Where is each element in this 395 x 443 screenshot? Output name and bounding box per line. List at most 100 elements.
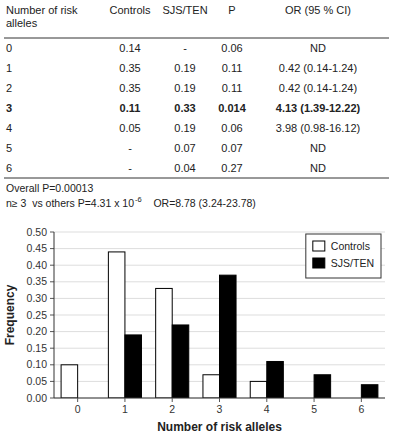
- table-cell: 0.35: [119, 82, 140, 94]
- bar: [361, 385, 378, 398]
- table-cell: ND: [310, 42, 326, 54]
- table-cell: 0.14: [119, 42, 140, 54]
- table-header-line: OR (95 % CI): [285, 4, 351, 16]
- table-cell: 0.11: [222, 82, 243, 94]
- y-tick-label: 0.50: [27, 226, 48, 238]
- legend-label: Controls: [331, 240, 370, 252]
- table-cell: 3.98 (0.98-16.12): [276, 122, 360, 134]
- table-cell: 0.04: [174, 162, 195, 174]
- table: Number of riskallelesControlsSJS/TENPOR …: [4, 4, 389, 209]
- table-cell: 4.13 (1.39-12.22): [276, 102, 361, 114]
- table-header-line: SJS/TEN: [162, 4, 207, 16]
- footnote: OR=8.78 (3.24-23.78): [142, 197, 256, 209]
- x-tick: [172, 398, 173, 402]
- bar: [125, 335, 142, 398]
- figure: Number of riskalleles Controls SJS/TEN P OR …: [0, 0, 395, 443]
- table-cell: 0.19: [174, 122, 195, 134]
- bar: [314, 375, 331, 398]
- y-tick-label: 0.30: [27, 292, 48, 304]
- x-tick: [124, 398, 125, 402]
- y-tick: [50, 315, 54, 316]
- footnote: n≥ 3 vs others P=4.31 x 10: [6, 197, 134, 209]
- y-tick: [50, 298, 54, 299]
- bar: [108, 252, 125, 398]
- x-tick-label: 4: [264, 403, 270, 415]
- table-cell: 6: [6, 162, 12, 174]
- y-axis-label: Frequency: [3, 284, 17, 345]
- x-tick: [77, 398, 78, 402]
- table-cell: 0.06: [221, 42, 242, 54]
- table-cell: 0.19: [174, 62, 195, 74]
- legend-swatch: [313, 258, 325, 268]
- x-tick-label: 2: [169, 403, 175, 415]
- table-header: SJS/TEN: [162, 4, 207, 16]
- table-rule: [4, 178, 389, 179]
- table-cell: -: [128, 162, 132, 174]
- y-tick-label: 0.35: [27, 275, 48, 287]
- background: [0, 0, 395, 443]
- x-tick: [266, 398, 267, 402]
- legend-label: SJS/TEN: [331, 257, 374, 269]
- table-cell: 0.07: [221, 142, 242, 154]
- x-tick-label: 5: [311, 403, 317, 415]
- y-tick-label: 0.45: [27, 242, 48, 254]
- table-header-line: Number of risk: [6, 4, 78, 16]
- grid-line: [54, 232, 385, 233]
- table-header: OR (95 % CI): [285, 4, 351, 16]
- table-cell: 2: [6, 82, 12, 94]
- bar: [267, 361, 284, 398]
- y-tick-label: 0.25: [27, 309, 48, 321]
- table-cell: 0.27: [221, 162, 242, 174]
- y-tick: [50, 281, 54, 282]
- table-cell: 0.11: [222, 62, 243, 74]
- table-cell: 0.11: [120, 102, 141, 114]
- x-tick: [219, 398, 220, 402]
- x-tick-label: 6: [358, 403, 364, 415]
- x-tick: [314, 398, 315, 402]
- table-header-line: alleles: [6, 17, 38, 29]
- table-cell: 0.42 (0.14-1.24): [279, 82, 357, 94]
- table-cell: 0.014: [218, 102, 246, 114]
- x-axis-label: Number of risk alleles: [157, 420, 282, 434]
- x-tick-label: 3: [217, 403, 223, 415]
- y-tick: [50, 232, 54, 233]
- table-cell: ND: [310, 162, 326, 174]
- y-tick: [50, 364, 54, 365]
- table-cell: 0.05: [119, 122, 140, 134]
- table-cell: 0.06: [221, 122, 242, 134]
- table-cell: 0: [6, 42, 12, 54]
- bar: [61, 365, 78, 398]
- legend: Controls SJS/TEN: [306, 234, 381, 278]
- x-tick-label: 0: [75, 403, 81, 415]
- table-cell: ND: [310, 142, 326, 154]
- footnote-superscript: -6: [135, 195, 142, 204]
- y-tick-label: 0.40: [27, 259, 48, 271]
- table-cell: 5: [6, 142, 12, 154]
- bar: [250, 381, 267, 398]
- x-tick-label: 1: [122, 403, 128, 415]
- y-tick: [50, 381, 54, 382]
- bar: [156, 288, 173, 398]
- y-tick: [50, 331, 54, 332]
- bar: [172, 325, 189, 398]
- legend-frame: [306, 234, 381, 278]
- table-cell: 4: [6, 122, 12, 134]
- table-cell: 0.33: [174, 102, 195, 114]
- y-tick: [50, 265, 54, 266]
- y-tick: [50, 248, 54, 249]
- table-cell: 0.07: [174, 142, 195, 154]
- footnote: Overall P=0.00013: [6, 182, 93, 194]
- y-axis: [54, 232, 55, 398]
- table-rule: [4, 38, 389, 39]
- table-header-line: P: [228, 4, 235, 16]
- y-tick-label: 0.15: [27, 342, 48, 354]
- y-tick-label: 0.10: [27, 358, 48, 370]
- x-tick: [361, 398, 362, 402]
- y-tick: [50, 398, 54, 399]
- table-cell: 0.19: [174, 82, 195, 94]
- y-tick-label: 0.00: [27, 392, 48, 404]
- table-header: P: [228, 4, 235, 16]
- bar: [220, 275, 237, 398]
- table-cell: -: [183, 42, 187, 54]
- table-cell: 0.42 (0.14-1.24): [279, 62, 357, 74]
